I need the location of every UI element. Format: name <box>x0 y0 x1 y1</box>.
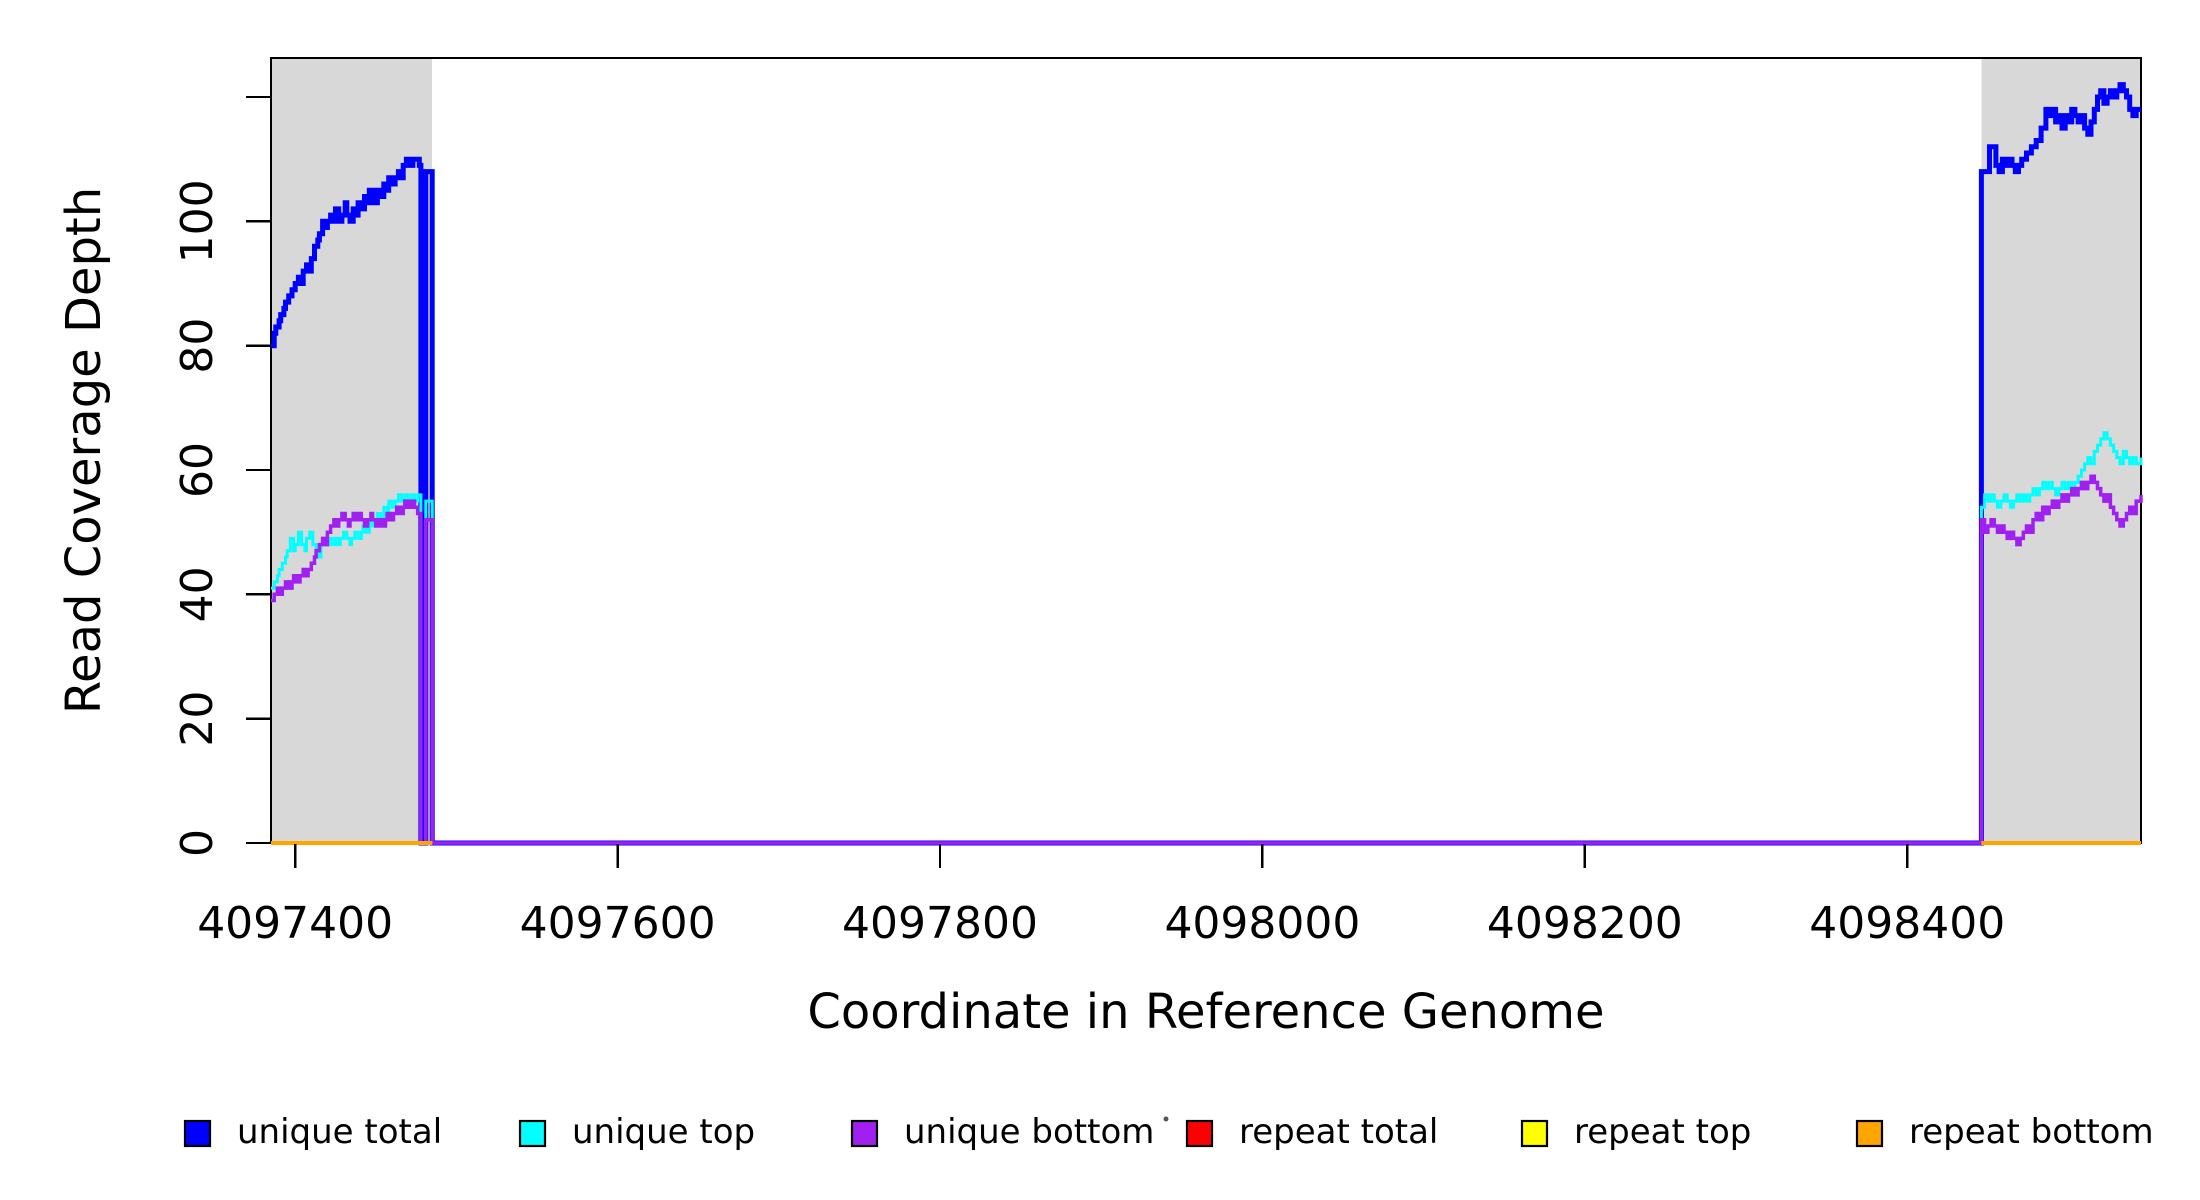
y-axis-title: Read Coverage Depth <box>56 187 112 714</box>
legend-swatch-unique-top <box>518 1119 547 1148</box>
legend-label-repeat-top: repeat top <box>1574 1112 1751 1152</box>
y-tick-label: 80 <box>172 318 223 374</box>
y-tick-label: 20 <box>172 691 223 747</box>
y-tick-label: 40 <box>172 566 223 622</box>
legend-swatch-repeat-total <box>1185 1119 1214 1148</box>
legend-swatch-repeat-top <box>1520 1119 1549 1148</box>
plot-box <box>269 56 2143 845</box>
legend-label-repeat-total: repeat total <box>1239 1112 1438 1152</box>
series-unique-bottom <box>271 474 2143 845</box>
x-tick-label: 4098200 <box>1487 898 1683 949</box>
legend-label-unique-total: unique total <box>237 1112 442 1152</box>
x-tick-label: 4097400 <box>197 898 393 949</box>
y-tick-label: 60 <box>172 442 223 498</box>
legend-swatch-repeat-bottom <box>1855 1119 1884 1148</box>
x-tick-label: 4097800 <box>842 898 1038 949</box>
series-unique-total <box>271 82 2141 846</box>
y-tick-label: 100 <box>172 179 223 263</box>
legend-label-unique-bottom: unique bottom <box>904 1112 1154 1152</box>
shaded-region-left <box>271 58 433 843</box>
legend-swatch-unique-bottom <box>850 1119 879 1148</box>
series-unique-top <box>271 431 2143 845</box>
stray-dot <box>1163 1116 1169 1122</box>
y-tick-label: 0 <box>172 829 223 857</box>
legend-label-unique-top: unique top <box>572 1112 755 1152</box>
x-tick-label: 4098400 <box>1809 898 2005 949</box>
x-tick-label: 4097600 <box>520 898 716 949</box>
x-tick-label: 4098000 <box>1164 898 1360 949</box>
legend-swatch-unique-total <box>183 1119 212 1148</box>
x-axis-title: Coordinate in Reference Genome <box>807 984 1604 1040</box>
legend-label-repeat-bottom: repeat bottom <box>1909 1112 2154 1152</box>
